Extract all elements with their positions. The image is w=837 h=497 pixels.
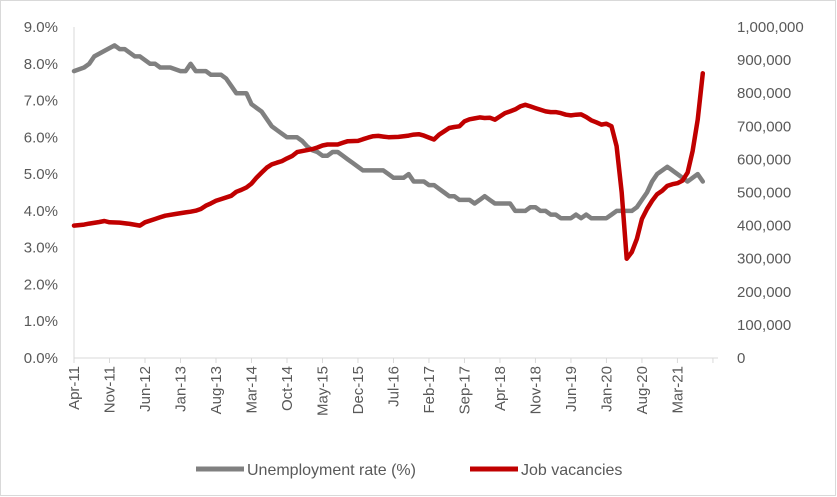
y-right-tick-label: 400,000 [737,218,791,235]
legend-label-job-vacancies: Job vacancies [521,462,622,479]
x-tick-label: Apr-18 [492,366,509,411]
x-tick-label: Nov-11 [101,366,118,413]
x-tick-label: May-15 [314,366,331,416]
y-right-tick-label: 200,000 [737,284,791,301]
y-right-tick-label: 100,000 [737,317,791,334]
y-right-tick-label: 900,000 [737,52,791,69]
x-tick-label: Oct-14 [279,366,296,411]
x-tick-label: Sep-17 [456,366,473,414]
x-tick-label: Apr-11 [66,366,83,410]
y-left-tick-label: 6.0% [24,129,58,146]
x-axis: Apr-11 Nov-11 Jun-12 Jan-13 Aug-13 Mar-14 Oct-… [66,357,718,416]
series-line-job-vacancies [71,71,706,261]
y-left-tick-label: 5.0% [24,166,58,183]
x-tick-label: Jan-20 [598,366,615,412]
y-right-tick-label: 500,000 [737,185,791,202]
y-left-tick-label: 9.0% [24,19,58,36]
x-tick-label: Jun-19 [563,366,580,412]
y-left-tick-label: 8.0% [24,56,58,73]
y-right-tick-label: 800,000 [737,85,791,102]
legend-label-unemployment: Unemployment rate (%) [247,462,416,479]
y-left-tick-label: 7.0% [24,93,58,110]
y-right-tick-label: 300,000 [737,251,791,268]
x-tick-label: Feb-17 [421,366,438,414]
y-left-tick-label: 3.0% [24,240,58,257]
y-left-tick-label: 2.0% [24,276,58,293]
x-tick-label: Aug-20 [634,366,651,414]
y-axis-left: 0.0% 1.0% 2.0% 3.0% 4.0% 5.0% 6.0% 7.0% 8.0% 9.0% [24,19,75,367]
y-right-tick-label: 0 [737,350,745,367]
y-left-tick-label: 0.0% [24,350,58,367]
x-tick-label: Jan-13 [172,366,189,412]
y-right-tick-label: 1,000,000 [737,19,804,36]
y-right-tick-label: 700,000 [737,118,791,135]
y-left-tick-label: 4.0% [24,203,58,220]
x-tick-label: Jun-12 [137,366,154,412]
x-tick-label: Dec-15 [350,366,367,414]
x-tick-label: Nov-18 [527,366,544,414]
y-left-tick-label: 1.0% [24,313,58,330]
series-line-unemployment-rate [71,43,706,221]
x-tick-label: Jul-16 [385,366,402,407]
y-axis-right: 0 100,000 200,000 300,000 400,000 500,000 600,… [737,19,804,367]
series-layer [71,43,706,261]
x-tick-label: Mar-21 [669,366,686,414]
x-tick-label: Aug-13 [208,366,225,414]
legend: Unemployment rate (%) Job vacancies [196,462,622,479]
x-tick-label: Mar-14 [243,366,260,414]
y-right-tick-label: 600,000 [737,151,791,168]
